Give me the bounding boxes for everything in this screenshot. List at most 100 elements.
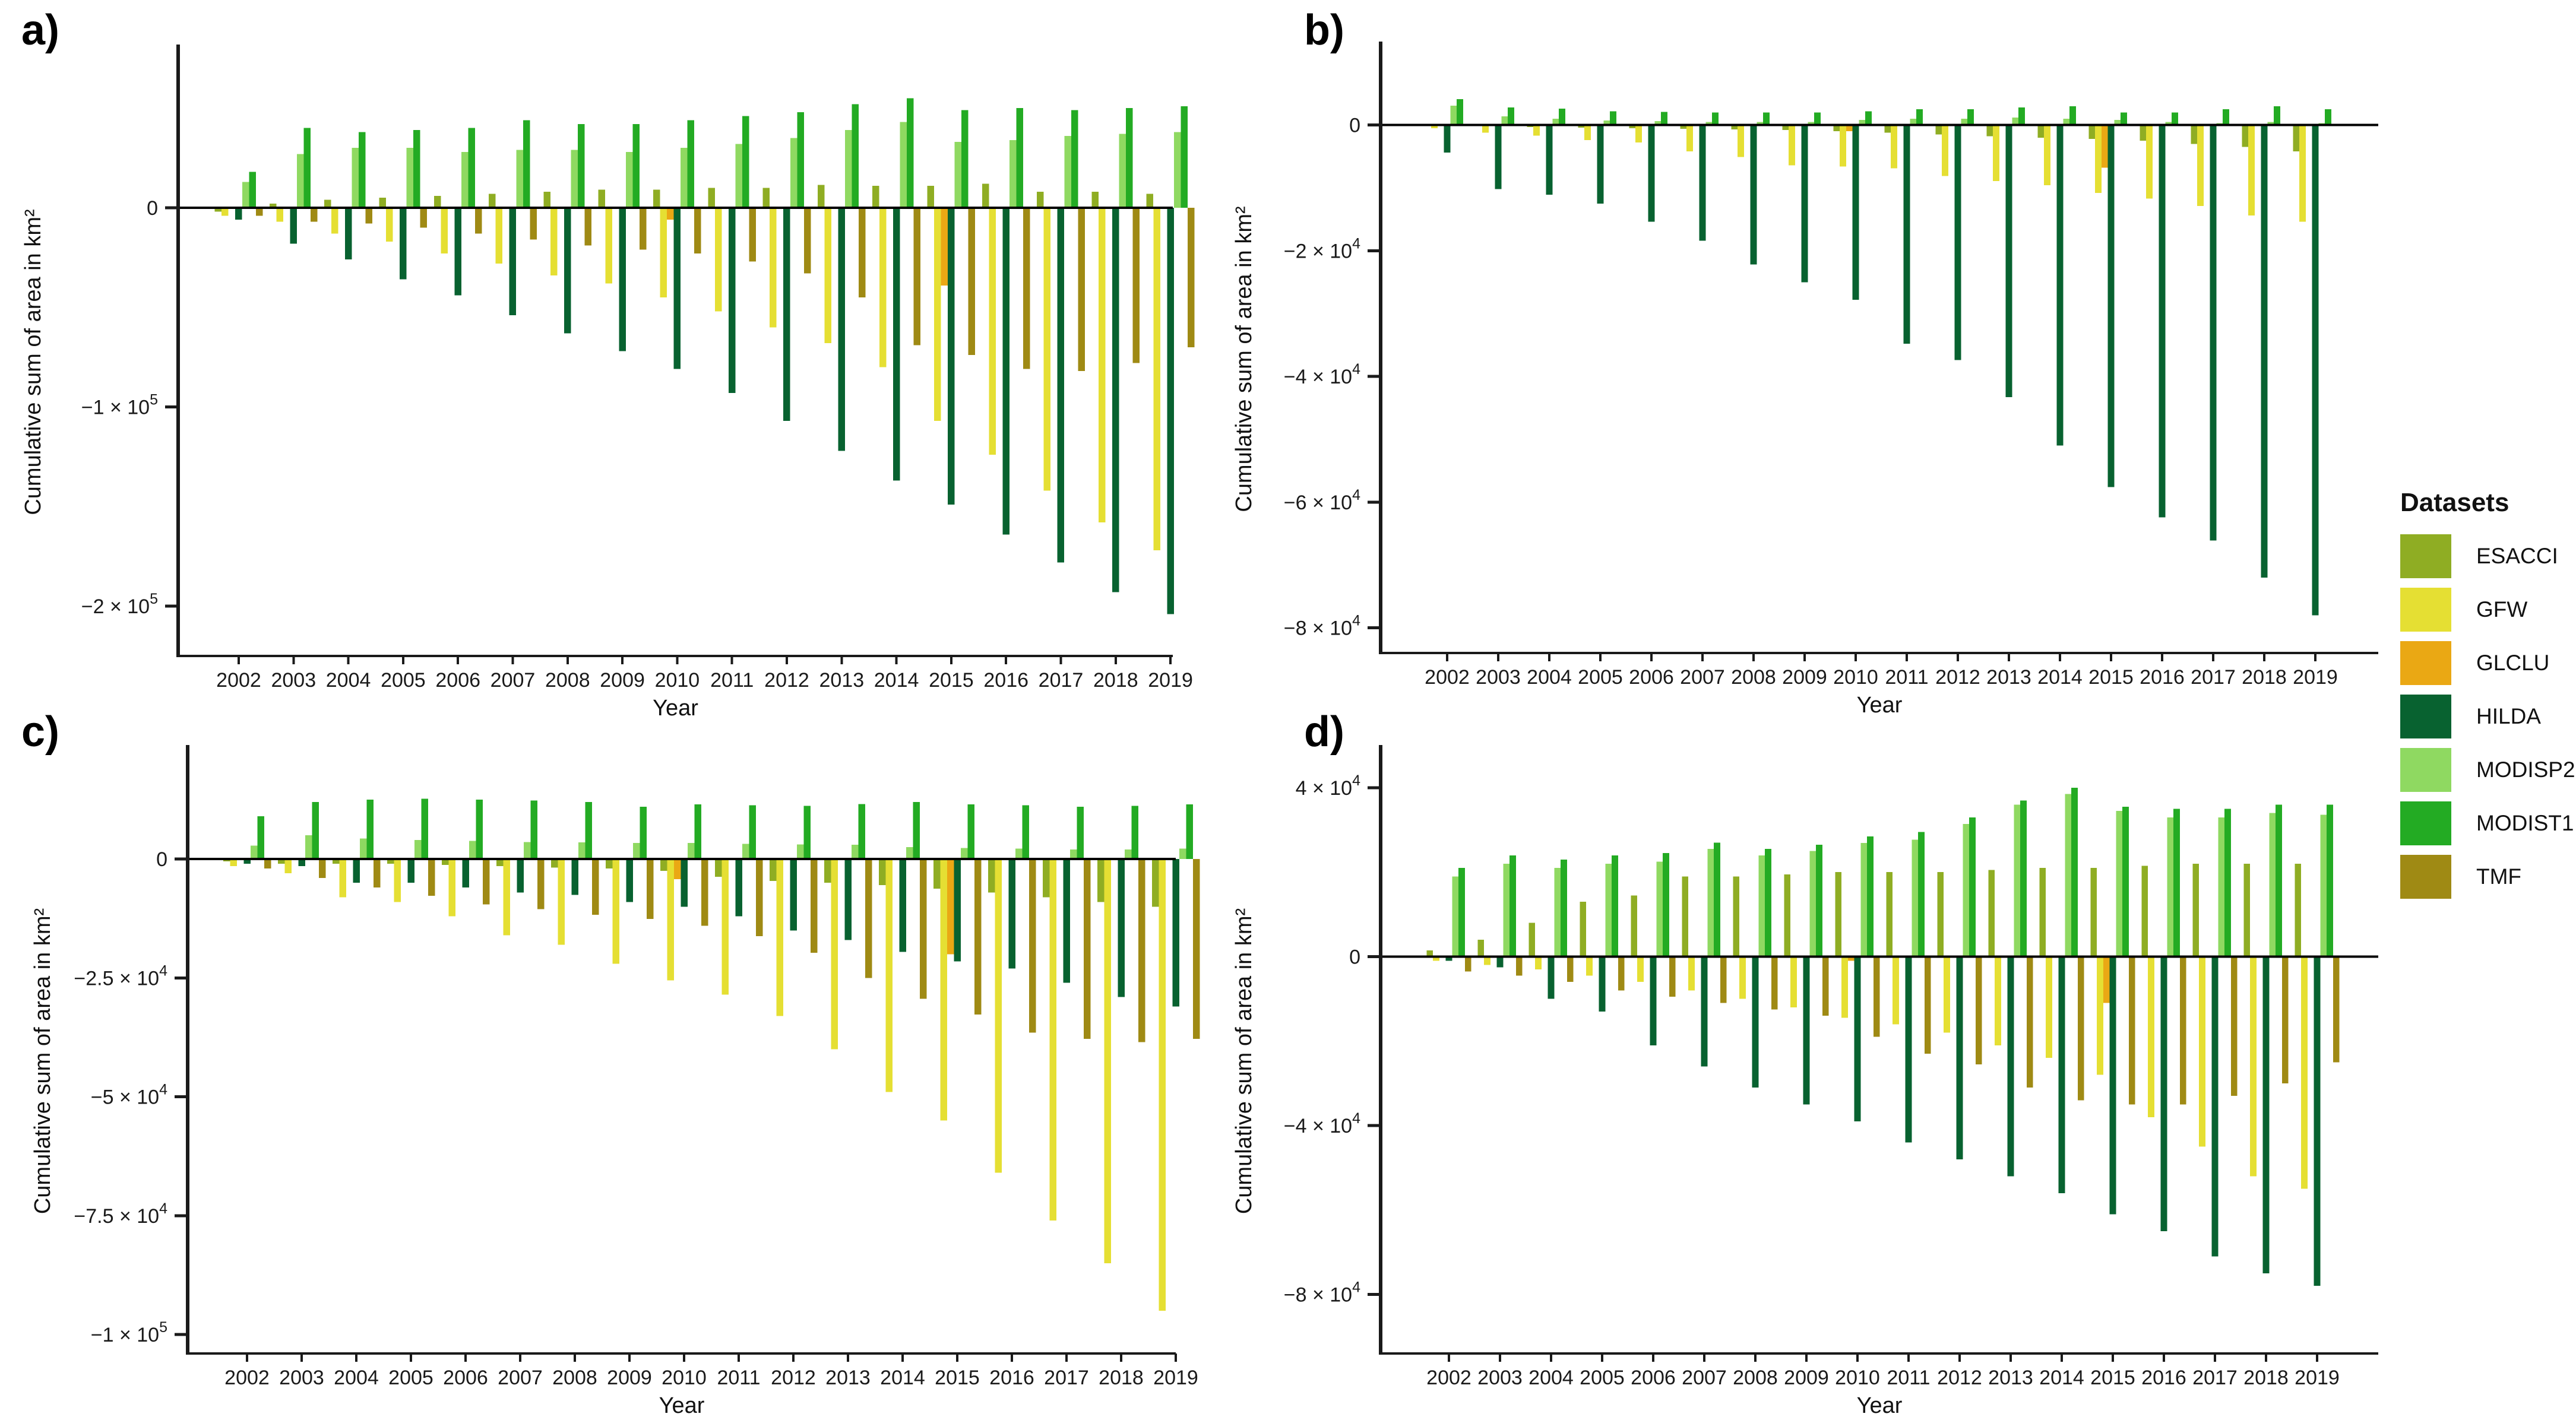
bar-MODISP2-2018 (1119, 134, 1126, 208)
bar-TMF-2007 (537, 859, 545, 909)
x-tick-label-b: 2004 (1527, 666, 1572, 689)
bar-MODISP2-2017 (1069, 849, 1077, 860)
bar-TMF-2017 (1078, 207, 1085, 372)
bar-TMF-2012 (1975, 956, 1982, 1064)
bar-TMF-2007 (530, 207, 537, 240)
legend-swatch-modist1 (2400, 801, 2451, 845)
y-axis-title-b: Cumulative sum of area in km² (1232, 206, 1257, 512)
bar-MODISP2-2009 (632, 842, 640, 860)
bar-MODIST1-2011 (1916, 109, 1923, 125)
bar-HILDA-2009 (626, 859, 633, 902)
bar-TMF-2016 (1028, 859, 1036, 1033)
y-tick-label-c: −5 × 104 (91, 1082, 167, 1109)
bar-ESACCI-2002 (214, 207, 222, 212)
bar-MODIST1-2010 (687, 120, 695, 208)
bar-GFW-2009 (612, 859, 619, 964)
x-tick-label-d: 2009 (1784, 1367, 1829, 1389)
bar-TMF-2004 (1567, 956, 1574, 982)
bar-MODIST1-2018 (2276, 804, 2282, 957)
bar-MODISP2-2015 (960, 848, 968, 860)
bar-HILDA-2008 (1750, 125, 1757, 265)
bar-TMF-2018 (2281, 956, 2289, 1083)
bar-TMF-2018 (1138, 859, 1145, 1042)
bar-ESACCI-2006 (441, 859, 449, 865)
y-tick-label-b: 0 (1349, 115, 1360, 137)
bar-MODIST1-2011 (1918, 832, 1925, 957)
x-tick-label-d: 2015 (2090, 1367, 2135, 1389)
bar-GLCLU-2010 (1847, 956, 1855, 961)
bar-MODISP2-2015 (954, 142, 962, 208)
bar-HILDA-2016 (1008, 859, 1015, 969)
bar-ESACCI-2014 (878, 859, 886, 886)
bar-GFW-2011 (1893, 956, 1899, 1025)
bar-GFW-2015 (934, 207, 941, 421)
bar-TMF-2018 (1132, 207, 1140, 363)
bar-MODISP2-2009 (1809, 851, 1817, 957)
bar-GFW-2005 (1586, 956, 1593, 976)
bar-GFW-2007 (1688, 956, 1695, 991)
bar-GFW-2009 (1789, 125, 1795, 166)
legend-item-modist1: MODIST1 (2400, 801, 2575, 845)
bar-MODIST1-2006 (1661, 112, 1667, 125)
bar-MODIST1-2007 (523, 120, 530, 208)
bar-TMF-2007 (1720, 956, 1727, 1003)
x-tick-label-b: 2012 (1935, 666, 1980, 689)
bar-MODISP2-2007 (516, 150, 523, 208)
bar-HILDA-2013 (2007, 956, 2014, 1177)
bar-GFW-2013 (1995, 956, 2001, 1045)
bar-HILDA-2015 (2107, 125, 2115, 487)
bar-MODIST1-2016 (1022, 805, 1029, 860)
x-tick-label-c: 2005 (388, 1367, 433, 1389)
bar-HILDA-2017 (2211, 956, 2219, 1257)
x-tick-label-b: 2008 (1731, 666, 1776, 689)
bar-GFW-2017 (2197, 125, 2204, 207)
bar-MODIST1-2014 (913, 802, 920, 860)
bar-GFW-2013 (1993, 125, 1999, 181)
bar-HILDA-2014 (893, 207, 900, 481)
y-tick-label-d: 4 × 104 (1296, 772, 1360, 800)
legend-label: ESACCI (2476, 544, 2558, 568)
bar-GFW-2005 (386, 207, 393, 242)
bar-MODISP2-2006 (1654, 121, 1662, 125)
bar-MODIST1-2016 (2173, 809, 2180, 957)
bar-GLCLU-2015 (947, 859, 954, 955)
bar-ESACCI-2014 (2039, 868, 2046, 957)
bar-HILDA-2019 (2314, 956, 2321, 1286)
bar-GFW-2016 (2146, 125, 2153, 199)
y-tick-label-c: −1 × 105 (91, 1319, 167, 1346)
y-tick-label-d: −4 × 104 (1284, 1110, 1360, 1137)
bar-TMF-2008 (591, 859, 599, 915)
x-tick-label-c: 2008 (552, 1367, 597, 1389)
bar-MODISP2-2011 (1910, 119, 1917, 125)
legend-item-tmf: TMF (2400, 855, 2575, 899)
bar-GFW-2012 (770, 207, 777, 328)
bar-MODIST1-2015 (967, 804, 974, 860)
x-tick-label-d: 2008 (1733, 1367, 1778, 1389)
bar-GFW-2012 (1944, 956, 1950, 1033)
x-tick-label-c: 2002 (224, 1367, 270, 1389)
bar-MODISP2-2009 (1808, 122, 1815, 125)
x-tick-label-b: 2007 (1680, 666, 1725, 689)
bar-MODISP2-2013 (2012, 117, 2019, 125)
bar-MODISP2-2010 (1860, 843, 1868, 957)
bar-GFW-2008 (558, 859, 565, 945)
x-tick-label-c: 2014 (880, 1367, 925, 1389)
bar-ESACCI-2011 (714, 859, 722, 877)
bar-ESACCI-2014 (872, 186, 879, 208)
bar-ESACCI-2002 (223, 859, 230, 862)
bar-MODIST1-2015 (2122, 807, 2129, 957)
bar-HILDA-2007 (1701, 956, 1708, 1067)
bar-HILDA-2010 (1854, 956, 1861, 1121)
bar-MODISP2-2004 (1552, 119, 1559, 125)
bar-TMF-2019 (1187, 207, 1195, 347)
bar-ESACCI-2016 (2141, 866, 2148, 957)
x-tick-label-c: 2004 (334, 1367, 379, 1389)
legend-item-hilda: HILDA (2400, 695, 2575, 738)
bar-GFW-2004 (1533, 125, 1540, 136)
bar-HILDA-2007 (509, 207, 517, 316)
bar-GFW-2004 (1535, 956, 1542, 969)
bar-TMF-2005 (420, 207, 428, 228)
panel-letter-c: c) (21, 708, 60, 756)
bar-HILDA-2017 (2210, 125, 2217, 541)
bar-ESACCI-2016 (988, 859, 995, 893)
